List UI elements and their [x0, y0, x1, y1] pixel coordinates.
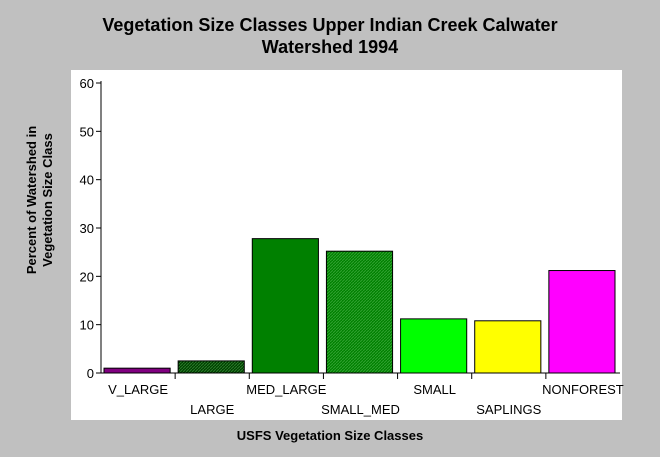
bar-nonforest	[548, 270, 616, 374]
y-tick-label: 10	[80, 318, 94, 333]
x-tick-label-saplings: SAPLINGS	[476, 402, 541, 417]
y-axis-label-line-1: Percent of Watershed in	[24, 125, 39, 275]
x-tick-label-nonforest: NONFOREST	[542, 382, 624, 397]
bar-saplings	[474, 320, 542, 374]
chart-title: Vegetation Size Classes Upper Indian Cre…	[0, 14, 660, 58]
bar-small-med	[325, 250, 394, 374]
x-tick-label-small-med: SMALL_MED	[321, 402, 400, 417]
y-tick-label: 60	[80, 76, 94, 91]
y-tick-label: 20	[80, 269, 94, 284]
bars	[103, 238, 616, 374]
x-axis-label: USFS Vegetation Size Classes	[236, 428, 424, 443]
bar-small	[400, 318, 468, 374]
x-tick-label-large: LARGE	[190, 402, 234, 417]
chart-title-line-1: Vegetation Size Classes Upper Indian Cre…	[102, 15, 558, 35]
bar-med-large	[251, 238, 319, 374]
y-tick-label: 30	[80, 221, 94, 236]
y-tick-label: 50	[80, 124, 94, 139]
x-tick-label-med-large: MED_LARGE	[246, 382, 327, 397]
x-tick-label-v-large: V_LARGE	[108, 382, 168, 397]
x-tick-label-small: SMALL	[413, 382, 456, 397]
y-tick-label: 40	[80, 173, 94, 188]
axes: 0 10 20 30 40 50 60 V_LARGE LARGE MED_LARGE SMALL_…	[80, 76, 624, 417]
y-tick-label: 0	[87, 366, 94, 381]
y-axis-label-line-2: Vegetation Size Class	[40, 133, 55, 267]
bar-large	[177, 360, 245, 374]
bar-v-large	[103, 367, 171, 374]
chart-title-line-2: Watershed 1994	[261, 37, 399, 57]
